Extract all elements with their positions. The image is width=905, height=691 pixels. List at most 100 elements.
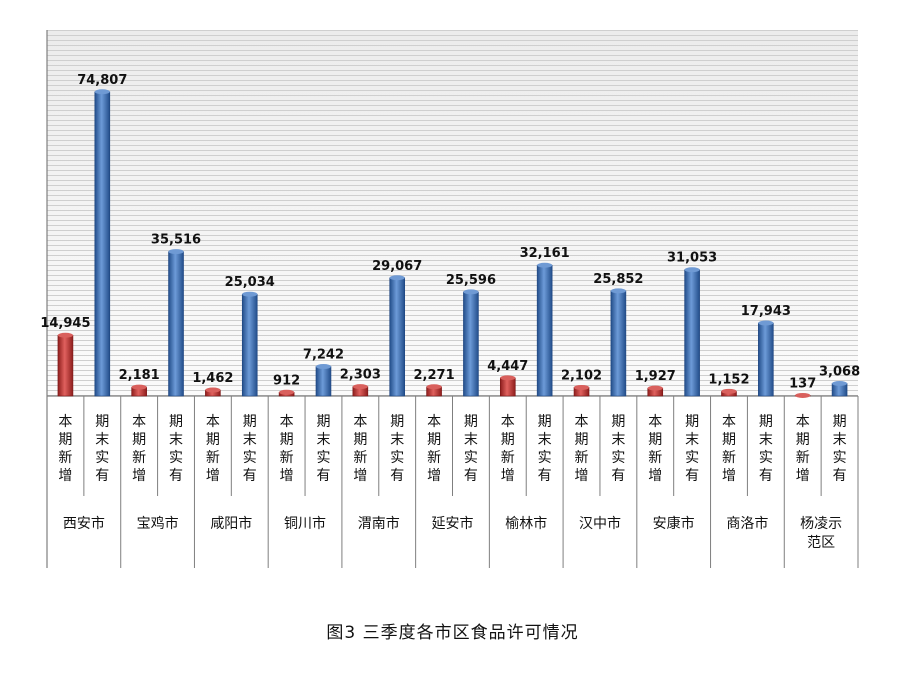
sublabel-char: 新 <box>722 450 736 466</box>
value-label-new: 4,447 <box>487 359 528 374</box>
value-label-new: 1,927 <box>635 369 676 384</box>
category-label: 范区 <box>807 534 835 551</box>
sublabel-char: 本 <box>206 414 220 430</box>
sublabel-char: 期 <box>95 414 109 430</box>
sublabel-char: 末 <box>390 432 404 448</box>
value-label-total: 25,852 <box>593 272 643 287</box>
bar-total <box>758 322 774 397</box>
value-label-new: 2,181 <box>119 368 160 383</box>
bar-total-cap <box>242 291 258 297</box>
category-label: 汉中市 <box>579 515 621 532</box>
bar-new-cap <box>352 384 368 390</box>
sublabel-char: 新 <box>353 450 367 466</box>
category-label: 杨凌示 <box>800 516 842 532</box>
sublabel-char: 末 <box>95 432 109 448</box>
sublabel-char: 增 <box>353 468 367 484</box>
value-label-total: 25,034 <box>225 275 275 290</box>
value-label-new: 2,303 <box>340 368 381 383</box>
sublabel-char: 期 <box>280 432 294 448</box>
sublabel-char: 期 <box>206 432 220 448</box>
bar-total-cap <box>684 267 700 273</box>
bar-total <box>94 91 111 397</box>
sublabel-char: 末 <box>611 432 625 448</box>
bar-new-cap <box>205 387 221 393</box>
sublabel-char: 新 <box>501 450 515 466</box>
sublabel-char: 本 <box>722 414 736 430</box>
sublabel-char: 末 <box>538 432 552 448</box>
bar-new <box>499 377 516 397</box>
sublabel-char: 实 <box>243 450 257 466</box>
category-label: 西安市 <box>63 515 105 532</box>
bar-total <box>463 291 479 397</box>
sublabel-char: 期 <box>427 432 441 448</box>
category-label: 榆林市 <box>505 515 547 532</box>
category-label: 渭南市 <box>358 515 400 532</box>
category-label: 咸阳市 <box>210 515 252 532</box>
sublabel-char: 实 <box>390 450 404 466</box>
sublabel-char: 有 <box>538 468 552 484</box>
bar-total-cap <box>758 320 774 326</box>
sublabel-char: 新 <box>796 450 810 466</box>
sublabel-char: 新 <box>575 450 589 466</box>
sublabel-char: 实 <box>95 450 109 466</box>
bar-new-cap <box>721 388 737 394</box>
sublabel-char: 实 <box>759 450 773 466</box>
bar-total-cap <box>315 364 331 370</box>
bar-total <box>684 269 700 397</box>
sublabel-char: 期 <box>316 414 330 430</box>
sublabel-char: 期 <box>353 432 367 448</box>
bar-new-cap <box>131 384 147 390</box>
value-label-total: 35,516 <box>151 233 201 248</box>
sublabel-char: 实 <box>316 450 330 466</box>
sublabel-char: 本 <box>353 414 367 430</box>
sublabel-char: 期 <box>722 432 736 448</box>
sublabel-char: 期 <box>243 414 257 430</box>
sublabel-char: 期 <box>611 414 625 430</box>
bar-total-cap <box>537 262 553 268</box>
bar-new-cap <box>426 384 442 390</box>
sublabel-char: 本 <box>501 414 515 430</box>
sublabel-char: 本 <box>796 414 810 430</box>
sublabel-char: 期 <box>833 414 847 430</box>
bar-total <box>241 293 258 397</box>
value-label-new: 912 <box>273 373 300 388</box>
sublabel-char: 期 <box>796 432 810 448</box>
sublabel-char: 增 <box>722 468 736 484</box>
sublabel-char: 有 <box>833 468 847 484</box>
bar-new <box>57 334 74 397</box>
sublabel-char: 增 <box>427 468 441 484</box>
value-label-new: 14,945 <box>40 316 90 331</box>
bar-new-cap <box>574 384 590 390</box>
sublabel-char: 期 <box>575 432 589 448</box>
bar-new-cap <box>279 389 295 395</box>
sublabel-char: 新 <box>206 450 220 466</box>
sublabel-char: 增 <box>206 468 220 484</box>
sublabel-char: 末 <box>685 432 699 448</box>
sublabel-char: 新 <box>58 450 72 466</box>
sublabel-char: 期 <box>464 414 478 430</box>
category-label: 宝鸡市 <box>137 515 179 532</box>
sublabel-char: 末 <box>759 432 773 448</box>
bar-total <box>389 277 406 397</box>
chart-caption: 图3 三季度各市区食品许可情况 <box>326 623 579 643</box>
sublabel-char: 有 <box>611 468 625 484</box>
sublabel-char: 新 <box>132 450 146 466</box>
bar-new-cap <box>647 385 663 391</box>
sublabel-char: 增 <box>648 468 662 484</box>
bar-total <box>315 366 332 397</box>
value-label-new: 137 <box>789 376 816 391</box>
value-label-total: 25,596 <box>446 273 496 288</box>
value-label-total: 7,242 <box>303 348 344 363</box>
bar-total-cap <box>94 89 110 95</box>
sublabel-char: 增 <box>796 468 810 484</box>
bar-total-cap <box>610 288 626 294</box>
value-label-new: 1,462 <box>192 371 233 386</box>
bar-new-cap <box>500 375 516 381</box>
bar-new-cap <box>57 332 73 338</box>
value-label-total: 74,807 <box>77 73 127 88</box>
sublabel-char: 末 <box>464 432 478 448</box>
category-label: 铜川市 <box>284 515 326 532</box>
sublabel-char: 有 <box>759 468 773 484</box>
sublabel-char: 期 <box>759 414 773 430</box>
